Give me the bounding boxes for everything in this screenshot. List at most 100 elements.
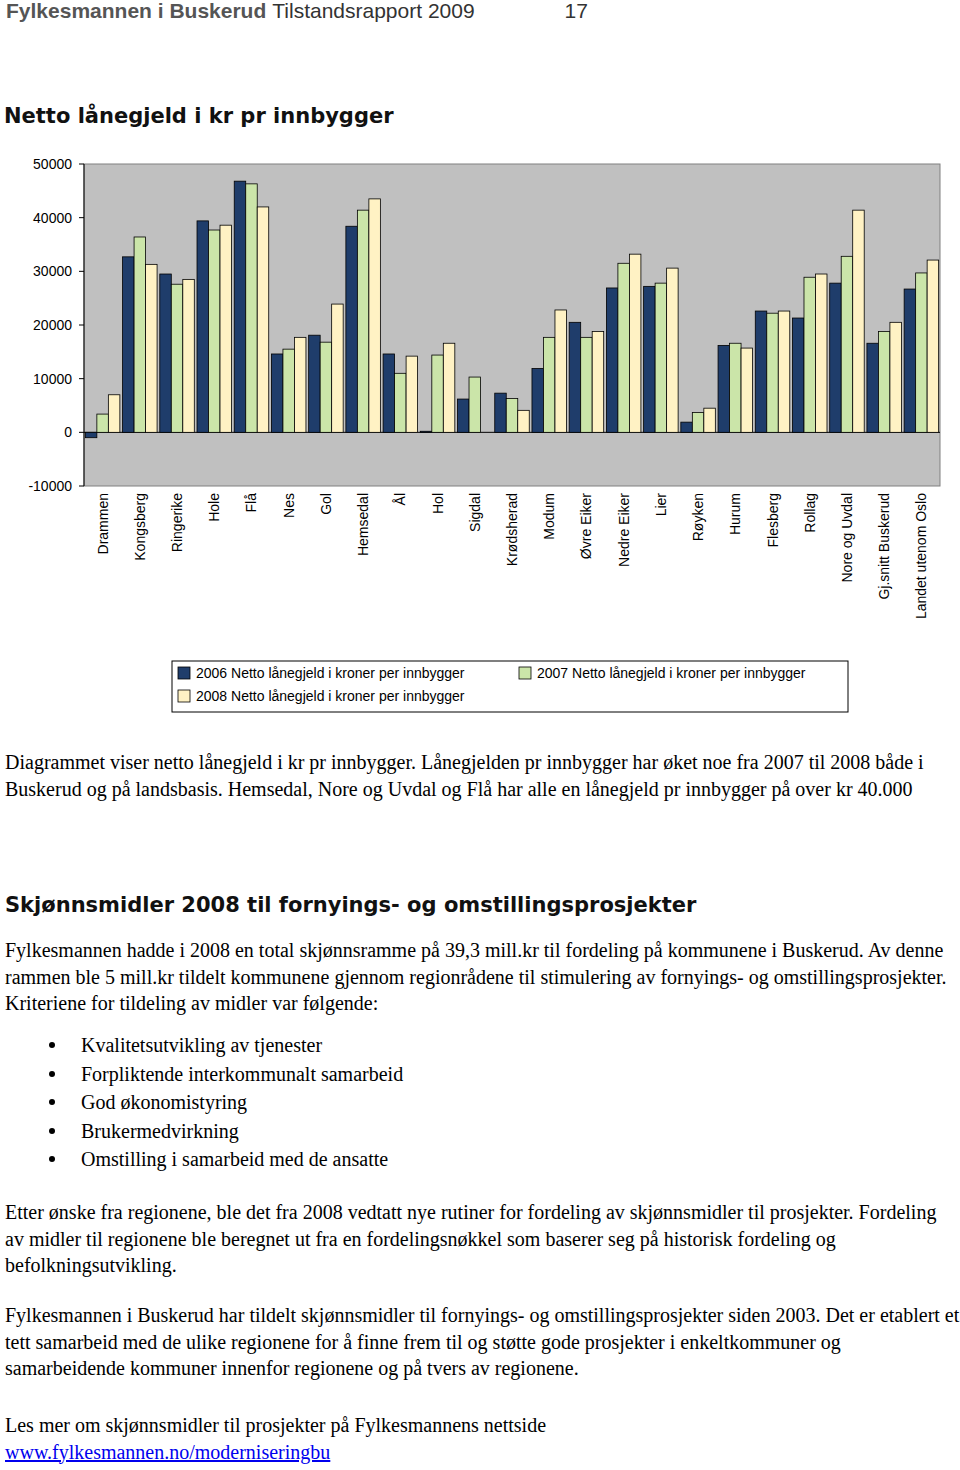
paragraph: Fylkesmannen hadde i 2008 en total skjøn… [5,937,960,1017]
bar [209,230,221,432]
bar [904,289,916,432]
bullet-item: Brukermedvirkning [5,1117,403,1146]
bar [395,373,407,432]
bar [815,274,827,432]
bar [778,311,790,432]
bar [443,343,455,432]
bar [681,422,693,432]
x-tick-label: Landet utenom Oslo [913,493,929,619]
section-heading: Skjønnsmidler 2008 til fornyings- og oms… [5,893,696,917]
bar [171,284,183,432]
bar [569,322,581,432]
bar [927,260,939,432]
x-tick-label: Drammen [95,493,111,554]
y-tick [79,486,84,487]
bar [592,331,604,432]
bullet-item: Omstilling i samarbeid med de ansatte [5,1145,403,1174]
bar [123,257,134,432]
bar [220,225,232,432]
bar [606,288,618,432]
bar [543,337,555,432]
x-tick-label: Flesberg [765,493,781,547]
bar [309,335,321,432]
legend-label: 2008 Netto lånegjeld i kroner per innbyg… [196,688,465,704]
bar [555,310,567,432]
bar [420,431,432,432]
chart-title: Netto lånegjeld i kr pr innbygger [4,104,394,128]
x-tick-label: Flå [243,493,259,513]
bar [369,199,381,432]
x-tick-label: Hemsedal [355,493,371,556]
x-tick-label: Kongsberg [132,493,148,561]
legend-swatch [519,667,531,679]
bar [406,356,418,432]
bar [294,337,306,432]
bar [867,343,879,432]
bar [730,343,742,432]
bar [916,273,928,432]
y-tick-label: 0 [64,424,72,440]
bar [518,410,530,432]
bar [85,432,97,437]
bar [506,399,518,433]
x-tick-label: Nore og Uvdal [839,493,855,583]
legend-box [172,661,848,712]
plot-area [84,164,940,486]
y-tick-label: 10000 [33,371,72,387]
bar [841,256,853,432]
bar [804,277,816,432]
x-tick-label: Ringerike [169,493,185,552]
chart: -1000001000020000300004000050000DrammenK… [0,0,960,720]
bar [383,354,395,432]
x-tick-label: Gj.snitt Buskerud [876,493,892,600]
bar [878,331,890,432]
bar [320,342,332,432]
x-tick-label: Nedre Eiker [616,493,632,567]
y-tick [79,432,84,433]
bar [458,399,470,432]
y-tick [79,378,84,379]
x-tick-label: Hurum [727,493,743,535]
bar [692,412,704,432]
x-tick-label: Sigdal [467,493,483,532]
bar [160,274,172,432]
x-tick-label: Ål [392,493,408,505]
bar [183,279,195,432]
bar [741,348,753,432]
bar [618,263,630,432]
bar [246,184,258,432]
link[interactable]: www.fylkesmannen.no/moderniseringbu [5,1441,330,1463]
bar [853,210,865,432]
bar [718,345,730,432]
bar [332,304,344,432]
bar [792,318,804,432]
paragraph: Fylkesmannen i Buskerud har tildelt skjø… [5,1302,960,1382]
paragraph: Les mer om skjønnsmidler til prosjekter … [5,1412,960,1439]
header-org: Fylkesmannen i Buskerud [6,0,266,22]
bar [234,181,246,432]
bar [755,311,767,432]
x-tick-label: Hole [206,493,222,522]
bullet-item: Forpliktende interkommunalt samarbeid [5,1060,403,1089]
bullet-item: Kvalitetsutvikling av tjenester [5,1031,403,1060]
bar [146,264,158,432]
y-tick [79,325,84,326]
bar [283,349,295,432]
bar [271,354,283,432]
x-tick-label: Rollag [802,493,818,533]
x-tick-label: Modum [541,493,557,540]
y-tick-label: 50000 [33,156,72,172]
page-number: 17 [565,0,588,22]
x-tick-label: Røyken [690,493,706,541]
y-tick-label: 20000 [33,317,72,333]
bar [581,337,593,432]
x-tick-label: Lier [653,493,669,517]
legend-swatch [178,667,190,679]
bar [890,322,902,432]
bars [85,181,938,438]
x-tick-label: Øvre Eiker [578,493,594,559]
legend-swatch [178,690,190,702]
bullet-list: Kvalitetsutvikling av tjenesterForplikte… [5,1031,403,1174]
bar [704,408,716,432]
bar [357,210,369,432]
